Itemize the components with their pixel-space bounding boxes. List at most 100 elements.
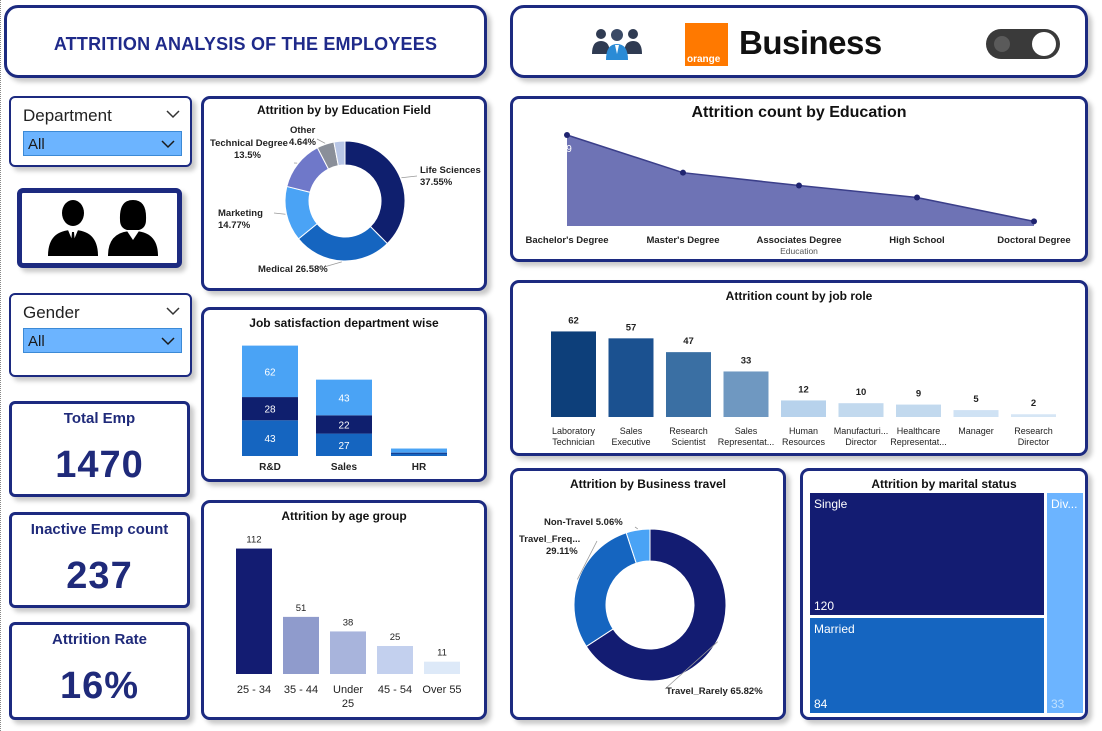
theme-toggle[interactable] [986,29,1060,59]
kpi-attrition-rate-label: Attrition Rate [52,631,147,648]
job-role-bar [723,371,769,417]
treemap-cell: Single 120 [810,493,1044,615]
brand-word: Business [739,24,882,61]
job-role-value-label: 10 [856,387,867,398]
category-tick-label: Sales [620,426,643,436]
department-slicer[interactable]: Department All [9,96,192,167]
category-tick-label: Director [1018,437,1050,447]
treemap-cell-value: 120 [814,599,835,613]
category-tick-label: Director [845,437,877,447]
age-bar [330,631,366,674]
category-tick-label: HR [412,462,427,473]
category-tick-label: Under [333,684,363,696]
donut-slice [333,140,346,167]
category-tick-label: R&D [259,462,281,473]
gender-icon-card [17,188,182,268]
job-role-value-label: 47 [683,336,694,347]
category-tick-label: Research [669,426,708,436]
chevron-down-icon[interactable] [161,140,175,149]
job-role-bar [1011,414,1056,417]
job-role-value-label: 12 [798,384,809,395]
kpi-inactive-emp-value: 237 [66,555,133,597]
education-area-chart: Attrition count by Education 9 Bachelor's… [510,96,1088,262]
category-tick-label: 45 - 54 [378,684,412,696]
job-role-bar [551,331,596,417]
category-tick-label: Doctoral Degree [997,235,1070,246]
donut-label: Technical Degree [210,138,288,149]
area-point [796,182,802,189]
gender-dropdown[interactable]: All [23,328,182,353]
stacked-bar-value-label: 28 [264,405,276,416]
gender-slicer[interactable]: Gender All [9,293,192,377]
stacked-bar-segment [316,379,372,416]
donut-leader-line [664,641,718,690]
job-satisfaction-chart: Job satisfaction department wise 43 28 62 R… [201,307,487,482]
area-value-label: 9 [566,144,572,155]
donut-label: Other [290,125,316,136]
title-card: ATTRITION ANALYSIS OF THE EMPLOYEES [4,5,487,78]
category-tick-label: Human [789,426,818,436]
donut-value-label: 4.64% [289,137,316,148]
chevron-down-icon[interactable] [166,110,180,119]
treemap-cell: Married 84 [810,618,1044,713]
stacked-bar-segment [391,452,447,454]
gender-dropdown-value: All [28,333,45,350]
category-tick-label: 25 - 34 [237,684,271,696]
chevron-down-icon[interactable] [161,337,175,346]
area-point [680,169,686,176]
category-tick-label: Laboratory [552,426,596,436]
chevron-down-icon[interactable] [166,307,180,316]
education-area-plot: 9 Bachelor's Degree Master's Degree Associa… [525,132,1071,256]
stacked-bar-segment [242,345,298,398]
job-role-value-label: 5 [973,394,979,405]
job-role-bar [953,410,999,417]
job-role-value-label: 62 [568,315,579,326]
department-dropdown[interactable]: All [23,131,182,156]
chart-title: Attrition by age group [281,509,407,523]
donut-label: Non-Travel 5.06% [544,517,623,528]
job-role-bar [781,400,826,417]
job-role-value-label: 2 [1031,398,1036,409]
age-bar [424,661,460,674]
chart-title: Attrition count by Education [691,104,907,121]
donut-label: Travel_Rarely 65.82% [666,686,763,697]
job-role-value-label: 33 [741,355,752,366]
kpi-attrition-rate: Attrition Rate 16% [9,622,190,720]
age-bar-value-label: 112 [246,535,261,546]
category-tick-label: Representat... [718,437,775,447]
donut-value-label: 37.55% [420,177,453,188]
kpi-inactive-emp: Inactive Emp count 237 [9,512,190,608]
category-tick-label: Manager [958,426,994,436]
stacked-bar-segment [391,453,447,456]
treemap-cell-value: 84 [814,697,828,711]
donut-leader-line [273,212,286,215]
category-tick-label: Executive [611,437,650,447]
age-bar [283,616,319,674]
treemap-cell-label: Married [814,622,855,636]
job-role-bars: 62LaboratoryTechnician57SalesExecutive47… [551,315,1056,447]
people-group-icon [592,29,642,60]
kpi-total-emp-value: 1470 [55,444,144,486]
donut-slice [344,140,406,245]
stacked-bar-value-label: 62 [264,367,276,378]
stacked-bar-segment [242,397,298,421]
job-role-chart: Attrition count by job role 62 Laboratory… [510,280,1088,456]
category-tick-label: Resources [782,437,826,447]
category-tick-label: Over 55 [422,684,461,696]
donut-slice [625,528,651,564]
donut-slice [573,532,637,648]
category-tick-label: Research [1014,426,1053,436]
orange-logo-text: orange [687,54,721,65]
category-tick-label: 35 - 44 [284,684,318,696]
marital-treemap: Single 120 Married 84 Div... 33 [810,493,1083,713]
kpi-attrition-rate-value: 16% [59,665,140,707]
x-axis-label: Education [780,246,818,256]
stacked-bar-segment [391,448,447,453]
toggle-off-knob [994,36,1010,52]
category-tick-label: Manufacturi... [834,426,889,436]
donut-leader-line [634,526,639,530]
brand-card: orange Business [510,5,1088,78]
male-person-icon [48,200,98,256]
age-bar-value-label: 11 [437,648,447,659]
